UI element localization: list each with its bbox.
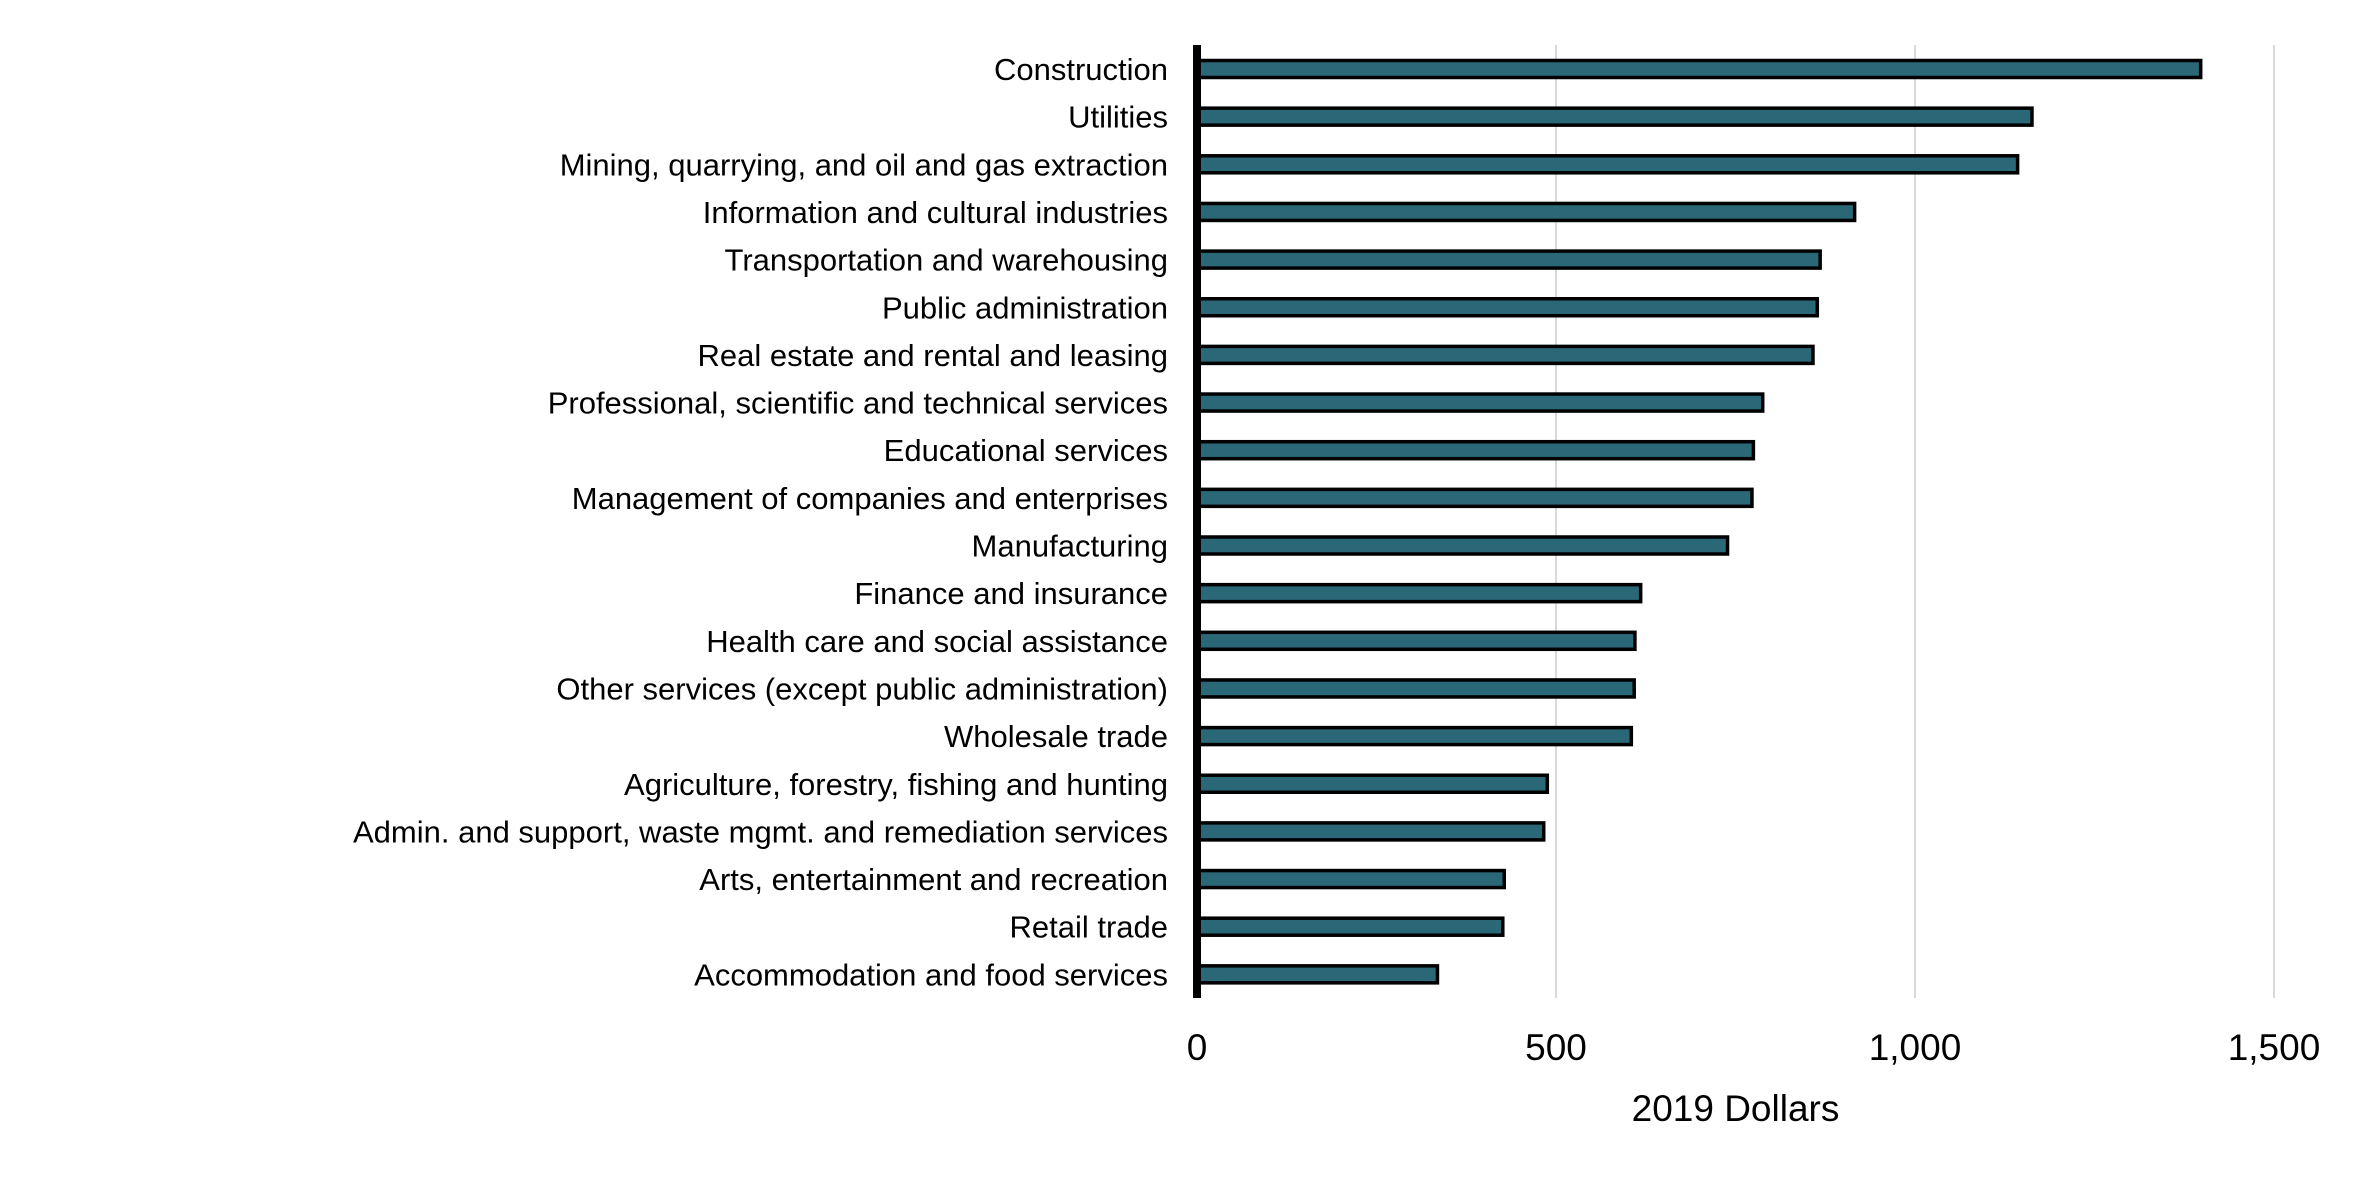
bar: [1197, 439, 1756, 461]
gridlines: [1555, 45, 2275, 998]
bar: [1197, 201, 1857, 223]
category-label: Management of companies and enterprises: [572, 481, 1168, 516]
bar: [1197, 630, 1637, 652]
bar: [1197, 106, 2034, 127]
bar: [1197, 249, 1822, 270]
bar: [1197, 344, 1815, 366]
category-label: Arts, entertainment and recreation: [699, 862, 1168, 897]
bar: [1197, 392, 1765, 413]
bar: [1197, 487, 1754, 509]
category-label: Construction: [994, 52, 1168, 87]
category-label: Retail trade: [1009, 910, 1168, 945]
category-label: Professional, scientific and technical s…: [548, 386, 1168, 421]
bar: [1197, 154, 2020, 175]
x-tick-labels: 0 500 1,000 1,500: [1187, 1027, 2321, 1068]
y-axis-line: [1193, 45, 1201, 998]
x-tick-label: 1,500: [2228, 1027, 2321, 1068]
category-label: Transportation and warehousing: [725, 243, 1168, 278]
bar: [1197, 964, 1440, 985]
bar: [1197, 773, 1550, 794]
bar: [1197, 821, 1546, 842]
category-label: Accommodation and food services: [694, 957, 1168, 992]
bar: [1197, 58, 2203, 80]
category-label: Utilities: [1068, 100, 1168, 135]
x-tick-label: 500: [1525, 1027, 1587, 1068]
bar: [1197, 535, 1730, 556]
bars: [1197, 58, 2203, 985]
category-label: Wholesale trade: [944, 719, 1168, 754]
bar: [1197, 297, 1820, 318]
bar: [1197, 868, 1506, 890]
bar: [1197, 678, 1636, 699]
bar: [1197, 725, 1634, 747]
x-tick-label: 1,000: [1869, 1027, 1962, 1068]
category-label: Manufacturing: [972, 529, 1168, 564]
category-label: Health care and social assistance: [706, 624, 1168, 659]
bar: [1197, 916, 1505, 937]
x-axis-title: 2019 Dollars: [1632, 1088, 1840, 1129]
category-label: Finance and insurance: [854, 576, 1168, 611]
category-labels: Construction Utilities Mining, quarrying, …: [353, 52, 1168, 992]
bar: [1197, 582, 1643, 604]
category-label: Public administration: [882, 290, 1168, 325]
category-label: Information and cultural industries: [703, 195, 1168, 230]
category-label: Admin. and support, waste mgmt. and reme…: [353, 814, 1168, 849]
category-label: Educational services: [884, 433, 1168, 468]
x-tick-label: 0: [1187, 1027, 1208, 1068]
category-label: Other services (except public administra…: [556, 671, 1168, 706]
category-label: Real estate and rental and leasing: [698, 338, 1169, 373]
category-label: Agriculture, forestry, fishing and hunti…: [624, 767, 1168, 802]
category-label: Mining, quarrying, and oil and gas extra…: [560, 147, 1168, 182]
